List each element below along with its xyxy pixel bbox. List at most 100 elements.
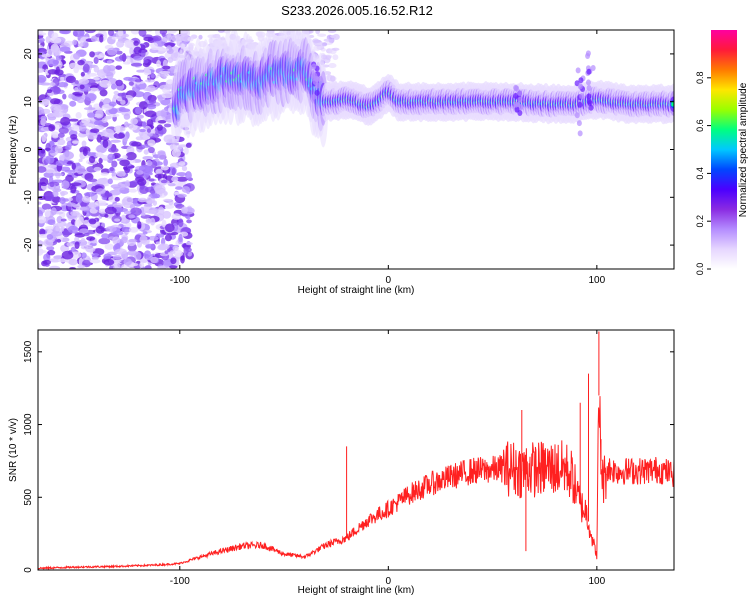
heatmap-streak-cell bbox=[586, 84, 592, 91]
heatmap-noise-cell bbox=[57, 258, 67, 263]
heatmap-noise-cell bbox=[181, 165, 188, 172]
heatmap-noise-cell bbox=[49, 181, 55, 188]
heatmap-noise-cell bbox=[103, 64, 111, 74]
heatmap-noise-cell bbox=[38, 67, 45, 73]
heatmap-noise-cell bbox=[115, 125, 121, 135]
heatmap-noise-cell bbox=[87, 178, 98, 183]
heatmap-layer bbox=[38, 30, 674, 269]
heatmap-noise-cell bbox=[185, 171, 192, 180]
heatmap-noise-cell bbox=[144, 79, 155, 83]
heatmap-noise-cell bbox=[98, 157, 103, 164]
heatmap-noise-cell bbox=[116, 40, 125, 48]
heatmap-noise-cell bbox=[38, 228, 46, 236]
spectrogram-y-tick-label: 20 bbox=[23, 48, 34, 60]
heatmap-signal-core bbox=[671, 101, 674, 107]
heatmap-streak-cell bbox=[517, 90, 523, 97]
heatmap-noise-cell bbox=[110, 139, 121, 143]
heatmap-noise-cell bbox=[41, 203, 52, 210]
heatmap-noise-cell bbox=[171, 167, 176, 176]
spectrogram-x-tick-label: 100 bbox=[589, 275, 606, 286]
heatmap-noise-cell bbox=[118, 54, 127, 61]
heatmap-noise-cell bbox=[55, 225, 60, 232]
heatmap-noise-cell bbox=[152, 35, 162, 42]
heatmap-noise-cell bbox=[139, 128, 146, 133]
heatmap-streak-cell bbox=[517, 110, 523, 117]
heatmap-noise-cell bbox=[62, 93, 67, 100]
snr-frame bbox=[37, 329, 675, 571]
heatmap-noise-cell bbox=[77, 264, 86, 269]
heatmap-noise-cell bbox=[154, 173, 166, 179]
heatmap-noise-cell bbox=[99, 34, 104, 43]
heatmap-noise-cell bbox=[38, 262, 41, 269]
heatmap-noise-cell bbox=[123, 210, 132, 215]
heatmap-noise-cell bbox=[175, 186, 183, 190]
heatmap-noise-cell bbox=[321, 42, 328, 47]
heatmap-noise-cell bbox=[126, 56, 131, 65]
heatmap-noise-cell bbox=[99, 79, 112, 88]
spectrogram-y-ticks: -20 -10 0 10 20 bbox=[23, 48, 674, 252]
heatmap-noise-cell bbox=[40, 98, 50, 106]
heatmap-noise-cell bbox=[178, 218, 184, 228]
colorbar-tick-label: 0.6 bbox=[695, 119, 705, 132]
heatmap-noise-cell bbox=[172, 245, 179, 252]
heatmap-noise-cell bbox=[80, 71, 85, 77]
heatmap-noise-cell bbox=[169, 250, 176, 255]
spectrogram-y-tick-label: 10 bbox=[23, 96, 34, 108]
spectrogram-y-tick-label: 0 bbox=[23, 146, 34, 152]
heatmap-noise-cell bbox=[55, 55, 62, 61]
heatmap-noise-cell bbox=[92, 77, 100, 81]
heatmap-noise-cell bbox=[325, 60, 330, 64]
heatmap-noise-cell bbox=[143, 36, 154, 42]
heatmap-noise-cell bbox=[68, 62, 80, 69]
heatmap-noise-cell bbox=[113, 186, 125, 191]
heatmap-noise-cell bbox=[103, 258, 115, 266]
snr-y-ticks: 0 500 1000 1500 bbox=[23, 340, 674, 573]
heatmap-noise-cell bbox=[118, 108, 131, 113]
heatmap-streak-cell bbox=[518, 104, 524, 111]
spectrogram-y-tick-label: -20 bbox=[23, 237, 34, 252]
heatmap-noise-cell bbox=[156, 233, 165, 238]
heatmap-noise-cell bbox=[161, 37, 168, 42]
heatmap-streak-cell bbox=[576, 120, 582, 127]
heatmap-noise-cell bbox=[317, 33, 327, 37]
heatmap-noise-cell bbox=[72, 39, 77, 46]
snr-y-tick-label: 1500 bbox=[23, 340, 34, 363]
heatmap-noise-cell bbox=[313, 40, 323, 47]
spectrogram-x-label: Height of straight line (km) bbox=[298, 285, 415, 296]
heatmap-noise-cell bbox=[106, 47, 118, 56]
heatmap-noise-cell bbox=[69, 266, 76, 269]
heatmap-noise-cell bbox=[130, 62, 143, 67]
heatmap-streak-cell bbox=[578, 77, 584, 84]
heatmap-noise-cell bbox=[51, 231, 63, 237]
snr-series-line bbox=[38, 331, 674, 570]
heatmap-noise-cell bbox=[114, 30, 119, 33]
heatmap-noise-cell bbox=[98, 237, 111, 245]
colorbar-tick-label: 0.2 bbox=[695, 215, 705, 228]
heatmap-noise-cell bbox=[128, 188, 138, 193]
heatmap-noise-cell bbox=[108, 30, 115, 37]
heatmap-noise-cell bbox=[136, 170, 144, 175]
heatmap-noise-cell bbox=[108, 101, 117, 107]
heatmap-noise-cell bbox=[40, 148, 46, 154]
heatmap-noise-cell bbox=[130, 118, 139, 125]
heatmap-noise-cell bbox=[53, 111, 60, 118]
heatmap-noise-cell bbox=[86, 132, 98, 140]
heatmap-noise-cell bbox=[95, 225, 105, 234]
heatmap-noise-cell bbox=[115, 50, 123, 55]
heatmap-noise-cell bbox=[185, 215, 191, 220]
heatmap-noise-cell bbox=[78, 78, 90, 85]
snr-x-tick-label: -100 bbox=[170, 576, 190, 587]
heatmap-noise-cell bbox=[38, 241, 45, 246]
heatmap-noise-cell bbox=[95, 151, 103, 157]
snr-y-tick-label: 1000 bbox=[23, 413, 34, 436]
heatmap-noise-cell bbox=[163, 191, 168, 196]
heatmap-noise-cell bbox=[70, 246, 76, 252]
heatmap-noise-cell bbox=[57, 138, 66, 146]
heatmap-noise-cell bbox=[329, 75, 336, 82]
heatmap-noise-cell bbox=[48, 49, 53, 56]
heatmap-noise-cell bbox=[65, 144, 72, 151]
heatmap-noise-cell bbox=[64, 169, 76, 173]
heatmap-noise-cell bbox=[60, 75, 65, 83]
heatmap-noise-cell bbox=[146, 118, 154, 128]
